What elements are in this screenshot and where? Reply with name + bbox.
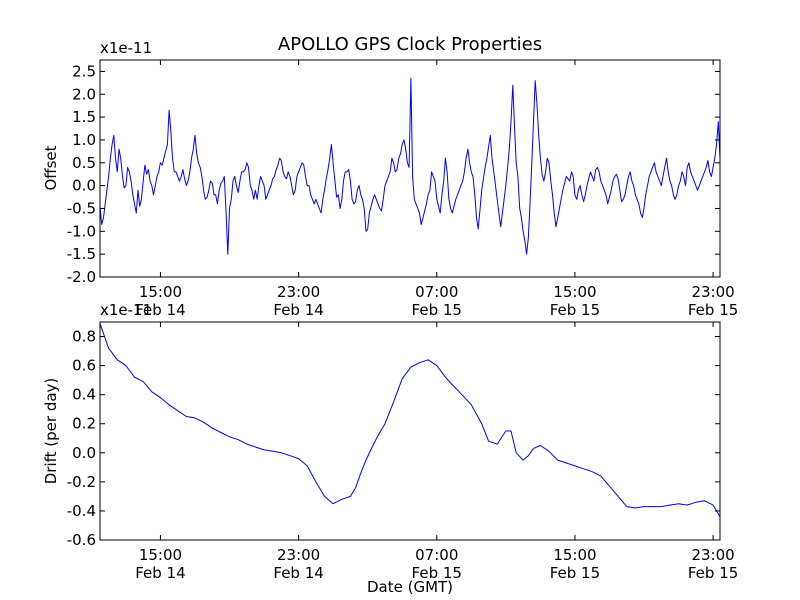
offset-y-tick-label: 1.5 <box>72 108 96 126</box>
drift-y-tick-label: 0.0 <box>72 444 96 462</box>
offset-y-axis-label: Offset <box>42 145 60 190</box>
drift-series-line <box>100 323 720 517</box>
drift-x-tick-date-label: Feb 15 <box>688 564 738 582</box>
offset-x-tick-date-label: Feb 15 <box>688 301 738 319</box>
drift-x-tick-time-label: 15:00 <box>553 546 596 564</box>
offset-panel: -2.0 -1.5 -1.0 -0.5 0.0 0.5 1.0 1.5 2.0 2.5 15:00… <box>42 39 738 319</box>
offset-plot-frame <box>99 59 721 278</box>
drift-y-ticks: -0.6 -0.4 -0.2 0.0 0.2 0.4 0.6 0.8 <box>67 328 720 549</box>
drift-x-tick-time-label: 07:00 <box>415 546 458 564</box>
offset-y-tick-label: -0.5 <box>67 199 96 217</box>
offset-y-tick-label: 2.0 <box>72 85 96 103</box>
drift-series-layer <box>100 323 720 517</box>
offset-x-tick-date-label: Feb 14 <box>135 301 185 319</box>
offset-y-tick-label: -1.5 <box>67 245 96 263</box>
drift-x-tick-date-label: Feb 15 <box>412 564 462 582</box>
offset-x-tick-time-label: 07:00 <box>415 283 458 301</box>
drift-x-tick-time-label: 15:00 <box>139 546 182 564</box>
drift-y-tick-label: -0.6 <box>67 531 96 549</box>
offset-y-tick-label: 0.5 <box>72 154 96 172</box>
offset-x-tick-date-label: Feb 15 <box>412 301 462 319</box>
drift-y-tick-label: 0.4 <box>72 386 96 404</box>
offset-x-tick-time-label: 15:00 <box>553 283 596 301</box>
drift-x-tick-time-label: 23:00 <box>277 546 320 564</box>
drift-plot-frame <box>99 321 721 541</box>
offset-scale-label: x1e-11 <box>100 39 152 57</box>
drift-y-tick-label: -0.2 <box>67 473 96 491</box>
x-axis-label: Date (GMT) <box>367 578 453 596</box>
offset-series-line <box>100 77 720 255</box>
drift-y-tick-label: 0.2 <box>72 415 96 433</box>
figure-title: APOLLO GPS Clock Properties <box>278 34 542 55</box>
offset-y-ticks: -2.0 -1.5 -1.0 -0.5 0.0 0.5 1.0 1.5 2.0 2.5 <box>67 62 720 286</box>
offset-x-tick-date-label: Feb 15 <box>550 301 600 319</box>
offset-x-tick-time-label: 23:00 <box>277 283 320 301</box>
drift-x-tick-date-label: Feb 14 <box>273 564 323 582</box>
offset-x-tick-date-label: Feb 14 <box>273 301 323 319</box>
drift-x-tick-date-label: Feb 15 <box>550 564 600 582</box>
offset-y-tick-label: 1.0 <box>72 131 96 149</box>
offset-y-tick-label: 0.0 <box>72 177 96 195</box>
drift-y-tick-label: 0.8 <box>72 328 96 346</box>
offset-series-layer <box>100 77 720 255</box>
drift-y-tick-label: -0.4 <box>67 502 96 520</box>
offset-x-tick-time-label: 15:00 <box>139 283 182 301</box>
drift-y-axis-label: Drift (per day) <box>42 378 60 485</box>
drift-scale-label: x1e-11 <box>100 301 152 319</box>
offset-x-tick-time-label: 23:00 <box>691 283 734 301</box>
drift-x-tick-time-label: 23:00 <box>691 546 734 564</box>
drift-x-tick-date-label: Feb 14 <box>135 564 185 582</box>
offset-y-tick-label: 2.5 <box>72 62 96 80</box>
offset-y-tick-label: -2.0 <box>67 268 96 286</box>
offset-y-tick-label: -1.0 <box>67 222 96 240</box>
drift-y-tick-label: 0.6 <box>72 357 96 375</box>
